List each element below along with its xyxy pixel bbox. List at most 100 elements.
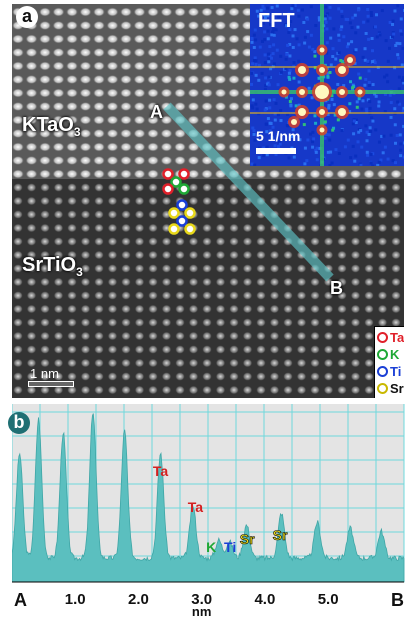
fft-pixel [293,28,297,32]
atom-column [215,372,226,381]
atom-column [323,304,334,314]
atom-marker [162,183,174,195]
atom-column [256,237,266,246]
atom-column [364,345,374,354]
atom-column [67,183,77,192]
atom-column [187,47,200,58]
atom-column [161,250,172,260]
atom-column [53,385,64,395]
fft-spot [347,57,353,63]
atom-column [173,34,187,44]
fft-pixel [270,6,274,10]
fft-pixel [276,83,280,87]
fft-pixel [371,152,375,156]
atom-column [337,358,347,368]
fft-spot [281,89,287,95]
fft-pixel [255,9,259,13]
atom-column [283,385,293,395]
atom-column [67,385,77,395]
atom-column [229,237,239,246]
atom-column [296,304,307,314]
atom-column [53,250,64,260]
atom-column [187,20,200,31]
atom-column [119,101,133,112]
atom-column [310,196,320,206]
fft-pixel [401,109,404,113]
atom-column [175,250,185,260]
fft-pixel [364,31,368,35]
fft-pixel [403,8,404,12]
fft-pixel [287,30,291,34]
fft-pixel [257,78,261,82]
fft-pixel [394,44,398,47]
fft-pixel [317,18,321,22]
atom-column [214,142,227,152]
fft-pixel [292,76,296,80]
atom-column [229,318,239,327]
fft-pixel [326,75,330,79]
fft-pixel [362,20,366,24]
atom-column [337,196,347,206]
atom-column [308,169,322,179]
atom-marker [178,183,190,195]
atom-column [349,169,362,179]
atom-column [121,223,131,233]
atom-column [52,7,65,17]
atom-column [92,115,106,125]
atom-column [65,101,79,112]
fft-pixel [377,31,381,35]
atom-column [13,331,23,341]
atom-column [94,358,104,368]
fft-pixel [371,83,375,87]
atom-column [227,20,241,31]
atom-column [296,196,307,206]
atom-column [242,250,253,260]
fft-pixel [397,87,401,91]
fft-pixel [279,119,283,123]
fft-pixel [279,109,283,113]
fft-spot [298,108,306,116]
atom-column [173,101,187,112]
fft-pixel [334,57,338,61]
atom-column [283,318,293,327]
atom-column [269,250,280,260]
x-tick-label: 3.0 [191,591,212,608]
atom-column [364,250,374,260]
fft-pixel [250,71,254,75]
fft-pixel [371,60,375,64]
peak-annotation-ta: Ta [153,463,169,479]
atom-column [200,34,214,44]
atom-column [106,7,119,17]
atom-column [26,385,37,395]
x-tick-label: 1.0 [65,591,86,608]
fft-pixel [368,100,372,104]
atom-column [175,318,185,327]
fft-pixel [340,25,344,29]
atom-column [38,20,52,31]
atom-column [296,318,307,327]
fft-pixel [277,140,281,144]
atom-column [107,223,118,233]
atom-column [337,183,347,192]
atom-column [214,88,227,98]
atom-column [25,47,38,58]
atom-column [40,304,50,314]
atom-column [173,128,187,139]
fft-pixel [268,129,272,133]
atom-column [25,74,38,85]
atom-column [256,358,266,368]
atom-column [26,223,37,233]
atom-column [364,223,374,233]
atom-column [214,101,227,112]
fft-pixel [394,161,398,165]
atom-column [94,345,104,354]
atom-column [161,264,172,273]
fft-pixel [323,17,327,21]
fft-pixel [333,113,337,117]
fft-pixel [367,132,371,136]
fft-pixel [266,14,270,18]
scale-bar [28,381,74,387]
fft-pixel [292,155,296,159]
fft-pixel [277,144,281,148]
atom-column [52,61,65,71]
